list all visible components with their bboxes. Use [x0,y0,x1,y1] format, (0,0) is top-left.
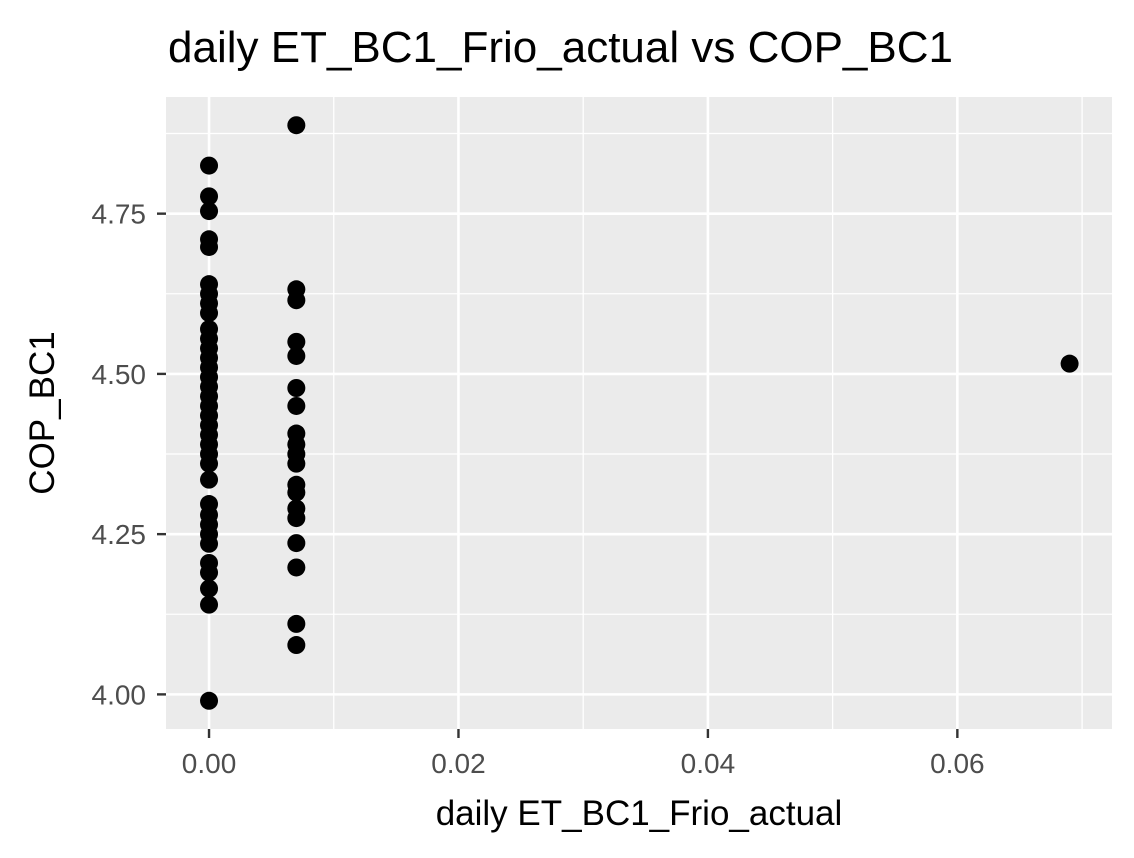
data-point [287,558,306,577]
data-point [287,509,306,528]
chart-title: daily ET_BC1_Frio_actual vs COP_BC1 [168,23,953,72]
data-point [200,470,219,489]
x-tick-label: 0.04 [681,748,736,779]
plot-panel [166,97,1112,729]
data-point [200,304,219,323]
data-point [287,332,306,351]
data-point [200,237,219,256]
data-point [287,291,306,310]
data-point [287,614,306,633]
data-point [287,454,306,473]
x-axis: 0.00 0.02 0.04 0.06 [182,729,985,779]
x-tick-label: 0.02 [431,748,486,779]
data-point [200,691,219,710]
data-point [200,595,219,614]
data-point [1060,354,1079,373]
data-point [200,563,219,582]
data-point [287,534,306,553]
y-axis-title: COP_BC1 [23,331,62,494]
x-tick-label: 0.00 [182,748,237,779]
data-point [287,636,306,655]
data-point [287,483,306,502]
data-point [287,379,306,398]
data-point [287,346,306,365]
data-point [200,187,219,206]
data-point [200,202,219,221]
y-tick-label: 4.50 [92,359,147,390]
data-point [200,156,219,175]
minor-gridlines [166,97,1112,729]
data-point [200,579,219,598]
data-points [200,116,1079,710]
data-point [287,396,306,415]
y-axis: 4.00 4.25 4.50 4.75 [92,199,166,710]
y-tick-label: 4.25 [92,519,147,550]
data-point [287,116,306,135]
major-gridlines [166,97,1112,729]
data-point [200,534,219,553]
x-tick-label: 0.06 [930,748,985,779]
x-axis-title: daily ET_BC1_Frio_actual [436,794,843,833]
y-tick-label: 4.75 [92,199,147,230]
y-tick-label: 4.00 [92,679,147,710]
data-point [200,454,219,473]
